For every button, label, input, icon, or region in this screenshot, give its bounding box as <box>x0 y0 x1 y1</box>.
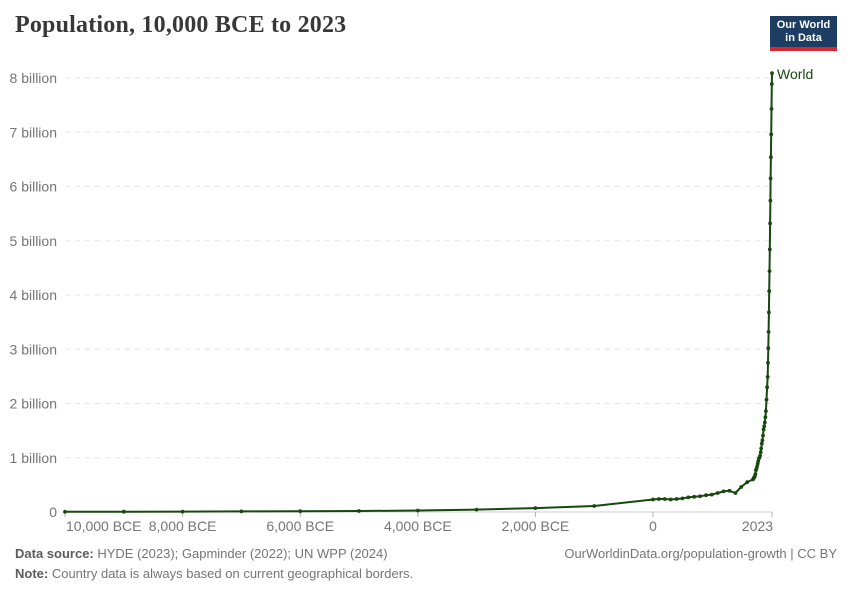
data-point-marker[interactable] <box>758 450 763 455</box>
data-point-marker[interactable] <box>766 360 770 365</box>
credit-link[interactable]: OurWorldinData.org/population-growth | C… <box>564 546 837 561</box>
page-title: Population, 10,000 BCE to 2023 <box>15 12 347 38</box>
data-point-marker[interactable] <box>769 132 774 137</box>
data-point-marker[interactable] <box>761 433 765 438</box>
data-point-marker[interactable] <box>768 198 773 203</box>
data-point-marker[interactable] <box>680 496 685 501</box>
data-point-marker[interactable] <box>709 492 714 497</box>
owid-logo-line2: in Data <box>785 31 822 44</box>
data-point-marker[interactable] <box>739 485 744 489</box>
data-point-marker[interactable] <box>704 493 708 498</box>
population-chart[interactable]: 0 1 billion 2 billion 3 billion 4 billion 5 b… <box>0 0 850 545</box>
y-tick-label: 7 billion <box>10 124 57 140</box>
data-point-marker[interactable] <box>533 506 538 510</box>
chart-footer: Data source: HYDE (2023); Gapminder (202… <box>15 544 837 584</box>
note-label: Note: <box>15 566 49 581</box>
data-point-marker[interactable] <box>592 504 597 508</box>
data-point-marker[interactable] <box>769 155 773 160</box>
y-tick-label: 4 billion <box>10 287 57 303</box>
data-source-label: Data source: <box>15 546 94 561</box>
data-point-marker[interactable] <box>651 497 655 502</box>
data-point-marker[interactable] <box>674 497 679 501</box>
y-tick-label: 5 billion <box>10 233 57 249</box>
data-point-marker[interactable] <box>767 310 771 315</box>
note-line: Note: Country data is always based on cu… <box>15 564 837 584</box>
data-point-marker[interactable] <box>474 507 479 512</box>
x-tick-label: 4,000 BCE <box>384 518 452 534</box>
x-tick-label: 0 <box>649 518 657 534</box>
data-point-marker[interactable] <box>769 107 774 111</box>
data-point-marker[interactable] <box>766 330 771 334</box>
data-point-marker[interactable] <box>762 420 767 425</box>
data-point-marker[interactable] <box>239 509 244 514</box>
data-point-marker[interactable] <box>768 221 772 226</box>
data-point-marker[interactable] <box>761 427 766 432</box>
y-tick-label: 0 <box>49 504 57 520</box>
data-point-marker[interactable] <box>763 415 768 419</box>
data-source-line: Data source: HYDE (2023); Gapminder (202… <box>15 544 388 564</box>
data-point-marker[interactable] <box>668 497 673 502</box>
y-tick-label: 2 billion <box>10 396 57 412</box>
data-point-marker[interactable] <box>721 489 726 494</box>
x-tick-label: 6,000 BCE <box>266 518 334 534</box>
data-point-marker[interactable] <box>769 82 774 86</box>
y-tick-label: 1 billion <box>10 450 57 466</box>
data-point-marker[interactable] <box>766 346 771 351</box>
data-point-marker[interactable] <box>764 409 768 413</box>
y-tick-label: 3 billion <box>10 341 57 357</box>
data-point-marker[interactable] <box>733 491 738 495</box>
data-point-marker[interactable] <box>692 494 697 499</box>
data-point-marker[interactable] <box>180 509 185 514</box>
data-point-marker[interactable] <box>753 472 758 476</box>
data-point-marker[interactable] <box>698 494 702 499</box>
data-point-marker[interactable] <box>662 497 667 501</box>
data-point-marker[interactable] <box>768 176 773 181</box>
data-point-marker[interactable] <box>767 289 772 294</box>
data-point-marker[interactable] <box>759 441 764 446</box>
data-point-marker[interactable] <box>727 488 732 493</box>
x-tick-label: 2,000 BCE <box>502 518 570 534</box>
data-point-marker[interactable] <box>760 438 765 443</box>
note-text: Country data is always based on current … <box>48 566 414 581</box>
data-point-marker[interactable] <box>765 385 769 390</box>
data-point-marker[interactable] <box>63 509 67 514</box>
data-point-marker[interactable] <box>758 453 762 458</box>
data-point-marker[interactable] <box>357 509 361 513</box>
data-point-marker[interactable] <box>298 509 303 514</box>
data-point-marker[interactable] <box>762 424 767 429</box>
data-point-marker[interactable] <box>767 247 772 252</box>
owid-logo-line1: Our World <box>776 18 831 31</box>
data-point-marker[interactable] <box>770 71 774 75</box>
y-tick-label: 8 billion <box>10 70 57 86</box>
data-point-marker[interactable] <box>415 508 420 513</box>
y-tick-label: 6 billion <box>10 179 57 195</box>
data-point-marker[interactable] <box>121 509 126 514</box>
owid-logo[interactable]: Our World in Data <box>770 16 837 51</box>
x-tick-label: 8,000 BCE <box>149 518 217 534</box>
data-point-marker[interactable] <box>745 480 749 485</box>
data-point-marker[interactable] <box>715 491 720 495</box>
data-source-text: HYDE (2023); Gapminder (2022); UN WPP (2… <box>93 546 388 561</box>
data-point-marker[interactable] <box>767 269 772 273</box>
x-tick-label: 2023 <box>742 518 773 534</box>
data-point-marker[interactable] <box>765 375 770 379</box>
data-point-marker[interactable] <box>657 497 661 501</box>
data-point-marker[interactable] <box>759 446 764 451</box>
x-tick-label: 10,000 BCE <box>66 518 142 534</box>
world-population-line[interactable] <box>64 73 773 513</box>
series-label-world: World <box>777 66 813 82</box>
data-point-marker[interactable] <box>764 397 769 402</box>
data-point-marker[interactable] <box>686 495 691 500</box>
